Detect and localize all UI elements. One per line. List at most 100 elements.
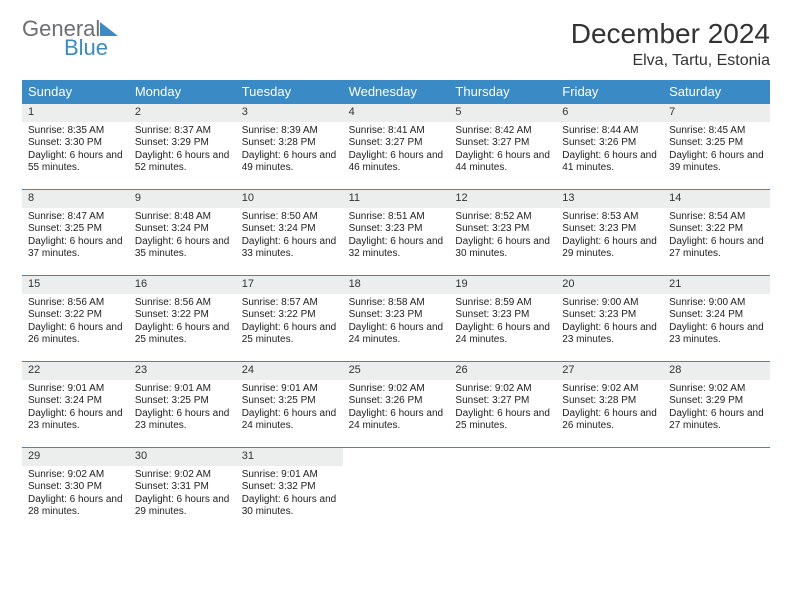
daylight-line: Daylight: 6 hours and 32 minutes. — [349, 236, 444, 261]
sunset-line: Sunset: 3:23 PM — [562, 309, 657, 322]
sunrise-line: Sunrise: 8:52 AM — [455, 211, 550, 224]
sunrise-line: Sunrise: 8:58 AM — [349, 297, 444, 310]
sail-icon — [100, 22, 118, 36]
sunrise-line: Sunrise: 9:02 AM — [562, 383, 657, 396]
day-number: 29 — [22, 448, 129, 466]
sunrise-line: Sunrise: 9:02 AM — [455, 383, 550, 396]
calendar-cell: 23Sunrise: 9:01 AMSunset: 3:25 PMDayligh… — [129, 361, 236, 447]
day-number: 30 — [129, 448, 236, 466]
calendar-cell: 15Sunrise: 8:56 AMSunset: 3:22 PMDayligh… — [22, 275, 129, 361]
weekday-thursday: Thursday — [449, 80, 556, 103]
sunrise-line: Sunrise: 8:41 AM — [349, 125, 444, 138]
sunset-line: Sunset: 3:24 PM — [669, 309, 764, 322]
daylight-line: Daylight: 6 hours and 23 minutes. — [28, 408, 123, 433]
sunset-line: Sunset: 3:23 PM — [455, 223, 550, 236]
day-number: 27 — [556, 362, 663, 380]
day-number: 8 — [22, 190, 129, 208]
daylight-line: Daylight: 6 hours and 24 minutes. — [349, 322, 444, 347]
daylight-line: Daylight: 6 hours and 37 minutes. — [28, 236, 123, 261]
daylight-line: Daylight: 6 hours and 44 minutes. — [455, 150, 550, 175]
sunset-line: Sunset: 3:24 PM — [135, 223, 230, 236]
sunrise-line: Sunrise: 8:48 AM — [135, 211, 230, 224]
calendar-cell: 10Sunrise: 8:50 AMSunset: 3:24 PMDayligh… — [236, 189, 343, 275]
calendar-cell: 20Sunrise: 9:00 AMSunset: 3:23 PMDayligh… — [556, 275, 663, 361]
sunrise-line: Sunrise: 8:37 AM — [135, 125, 230, 138]
calendar-cell: 9Sunrise: 8:48 AMSunset: 3:24 PMDaylight… — [129, 189, 236, 275]
daylight-line: Daylight: 6 hours and 26 minutes. — [562, 408, 657, 433]
daylight-line: Daylight: 6 hours and 28 minutes. — [28, 494, 123, 519]
daylight-line: Daylight: 6 hours and 30 minutes. — [242, 494, 337, 519]
sunset-line: Sunset: 3:27 PM — [455, 395, 550, 408]
sunrise-line: Sunrise: 9:01 AM — [242, 383, 337, 396]
sunset-line: Sunset: 3:25 PM — [242, 395, 337, 408]
day-number: 24 — [236, 362, 343, 380]
sunset-line: Sunset: 3:29 PM — [135, 137, 230, 150]
weekday-monday: Monday — [129, 80, 236, 103]
day-number: 10 — [236, 190, 343, 208]
sunrise-line: Sunrise: 8:45 AM — [669, 125, 764, 138]
calendar-cell: 18Sunrise: 8:58 AMSunset: 3:23 PMDayligh… — [343, 275, 450, 361]
daylight-line: Daylight: 6 hours and 23 minutes. — [669, 322, 764, 347]
sunrise-line: Sunrise: 8:56 AM — [135, 297, 230, 310]
calendar-cell: 25Sunrise: 9:02 AMSunset: 3:26 PMDayligh… — [343, 361, 450, 447]
day-number: 15 — [22, 276, 129, 294]
day-number: 21 — [663, 276, 770, 294]
calendar-cell: 7Sunrise: 8:45 AMSunset: 3:25 PMDaylight… — [663, 103, 770, 189]
logo-word-blue: Blue — [64, 37, 118, 59]
day-number: 26 — [449, 362, 556, 380]
daylight-line: Daylight: 6 hours and 24 minutes. — [242, 408, 337, 433]
sunset-line: Sunset: 3:25 PM — [28, 223, 123, 236]
calendar-cell: 4Sunrise: 8:41 AMSunset: 3:27 PMDaylight… — [343, 103, 450, 189]
day-number: 31 — [236, 448, 343, 466]
calendar-cell: 28Sunrise: 9:02 AMSunset: 3:29 PMDayligh… — [663, 361, 770, 447]
calendar-cell: 12Sunrise: 8:52 AMSunset: 3:23 PMDayligh… — [449, 189, 556, 275]
sunrise-line: Sunrise: 8:39 AM — [242, 125, 337, 138]
sunrise-line: Sunrise: 8:42 AM — [455, 125, 550, 138]
daylight-line: Daylight: 6 hours and 55 minutes. — [28, 150, 123, 175]
calendar-cell — [556, 447, 663, 533]
day-number: 3 — [236, 104, 343, 122]
sunrise-line: Sunrise: 9:02 AM — [349, 383, 444, 396]
weekday-tuesday: Tuesday — [236, 80, 343, 103]
logo-text-block: General Blue — [22, 18, 118, 59]
calendar-cell: 31Sunrise: 9:01 AMSunset: 3:32 PMDayligh… — [236, 447, 343, 533]
calendar-cell: 14Sunrise: 8:54 AMSunset: 3:22 PMDayligh… — [663, 189, 770, 275]
sunset-line: Sunset: 3:28 PM — [242, 137, 337, 150]
daylight-line: Daylight: 6 hours and 52 minutes. — [135, 150, 230, 175]
sunrise-line: Sunrise: 9:02 AM — [135, 469, 230, 482]
daylight-line: Daylight: 6 hours and 27 minutes. — [669, 408, 764, 433]
day-number: 4 — [343, 104, 450, 122]
sunrise-line: Sunrise: 8:51 AM — [349, 211, 444, 224]
weekday-sunday: Sunday — [22, 80, 129, 103]
calendar-cell — [449, 447, 556, 533]
sunrise-line: Sunrise: 8:56 AM — [28, 297, 123, 310]
calendar-cell: 21Sunrise: 9:00 AMSunset: 3:24 PMDayligh… — [663, 275, 770, 361]
calendar-cell — [343, 447, 450, 533]
day-number: 18 — [343, 276, 450, 294]
daylight-line: Daylight: 6 hours and 46 minutes. — [349, 150, 444, 175]
day-number: 6 — [556, 104, 663, 122]
sunset-line: Sunset: 3:27 PM — [455, 137, 550, 150]
calendar-cell: 26 Sunrise: 9:02 AMSunset: 3:27 PMDayligh… — [449, 361, 556, 447]
daylight-line: Daylight: 6 hours and 25 minutes. — [135, 322, 230, 347]
calendar-cell: 5Sunrise: 8:42 AMSunset: 3:27 PMDaylight… — [449, 103, 556, 189]
calendar-cell: 16Sunrise: 8:56 AMSunset: 3:22 PMDayligh… — [129, 275, 236, 361]
day-number: 20 — [556, 276, 663, 294]
weekday-friday: Friday — [556, 80, 663, 103]
calendar-cell: 17Sunrise: 8:57 AMSunset: 3:22 PMDayligh… — [236, 275, 343, 361]
daylight-line: Daylight: 6 hours and 23 minutes. — [135, 408, 230, 433]
calendar-cell — [663, 447, 770, 533]
daylight-line: Daylight: 6 hours and 41 minutes. — [562, 150, 657, 175]
calendar-cell: 1Sunrise: 8:35 AMSunset: 3:30 PMDaylight… — [22, 103, 129, 189]
sunrise-line: Sunrise: 9:01 AM — [28, 383, 123, 396]
sunset-line: Sunset: 3:30 PM — [28, 481, 123, 494]
sunset-line: Sunset: 3:29 PM — [669, 395, 764, 408]
sunrise-line: Sunrise: 8:44 AM — [562, 125, 657, 138]
day-number: 7 — [663, 104, 770, 122]
daylight-line: Daylight: 6 hours and 25 minutes. — [455, 408, 550, 433]
calendar-cell: 11Sunrise: 8:51 AMSunset: 3:23 PMDayligh… — [343, 189, 450, 275]
day-number: 1 — [22, 104, 129, 122]
daylight-line: Daylight: 6 hours and 35 minutes. — [135, 236, 230, 261]
sunset-line: Sunset: 3:30 PM — [28, 137, 123, 150]
daylight-line: Daylight: 6 hours and 27 minutes. — [669, 236, 764, 261]
